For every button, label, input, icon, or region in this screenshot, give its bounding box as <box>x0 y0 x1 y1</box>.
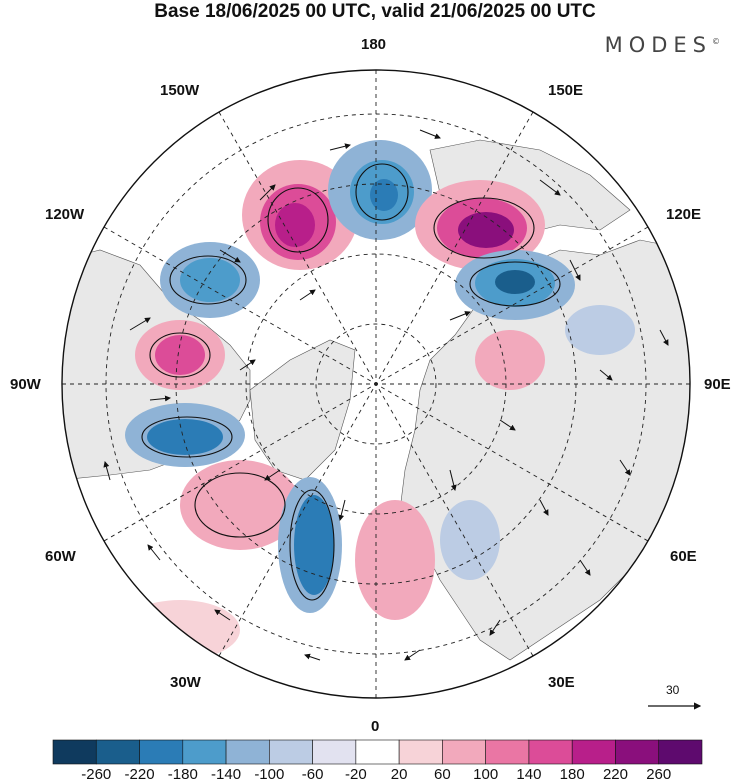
colorbar-swatch <box>485 739 530 765</box>
colorbar-tick-label: 220 <box>602 766 628 783</box>
colorbar-tick-label: 140 <box>516 766 542 783</box>
colorbar <box>52 739 703 765</box>
colorbar-swatch <box>182 739 227 765</box>
lon-label-30e: 30E <box>548 674 575 691</box>
colorbar-swatch <box>658 739 703 765</box>
lon-label-90w: 90W <box>10 376 41 393</box>
colorbar-tick-label: 100 <box>473 766 499 783</box>
colorbar-tick-label: 60 <box>434 766 451 783</box>
colorbar-swatch <box>442 739 486 765</box>
colorbar-swatch <box>528 739 573 765</box>
colorbar-tick-label: 20 <box>390 766 408 783</box>
lon-label-60e: 60E <box>670 548 697 565</box>
colorbar-tick-label: -260 <box>81 766 112 783</box>
lon-label-180: 180 <box>361 36 387 53</box>
colorbar-labels: -260 -220 -180 -140 -100 -60 -20 20 60 100 140 180 2… <box>0 766 750 783</box>
brand-logo: MODES© <box>605 33 720 57</box>
brand-mark: © <box>712 37 720 46</box>
colorbar-tick-label: -20 <box>345 766 367 783</box>
map-disk <box>62 70 690 698</box>
colorbar-swatch <box>225 739 270 765</box>
lon-label-60w: 60W <box>45 548 76 565</box>
colorbar-swatch <box>139 739 184 765</box>
height-contours <box>141 163 561 601</box>
colorbar-swatch <box>52 739 97 765</box>
colorbar-tick-label: -60 <box>301 766 324 783</box>
colorbar-tick-label: -180 <box>167 766 198 783</box>
lon-label-30w: 30W <box>170 674 201 691</box>
colorbar-tick-label: 180 <box>559 766 585 783</box>
landmass-greenland <box>249 339 356 481</box>
lon-label-120w: 120W <box>45 206 85 223</box>
lon-label-120e: 120E <box>666 206 702 223</box>
lon-label-90e: 90E <box>704 376 731 393</box>
colorbar-swatch <box>269 739 313 765</box>
colorbar-tick-label: -140 <box>211 766 242 783</box>
lon-label-150w: 150W <box>160 82 200 99</box>
reference-vector-label: 30 <box>666 683 680 697</box>
colorbar-tick-label: -100 <box>254 766 285 783</box>
wind-vectors <box>103 129 669 661</box>
colorbar-swatch <box>398 739 443 765</box>
colorbar-swatch <box>95 739 140 765</box>
lon-label-0: 0 <box>371 718 380 735</box>
brand-name: MODES <box>604 33 712 57</box>
colorbar-swatch <box>312 739 357 765</box>
colorbar-tick-label: 260 <box>646 766 672 783</box>
colorbar-swatch <box>571 739 616 765</box>
lon-label-150e: 150E <box>548 82 584 99</box>
colorbar-tick-label: -220 <box>124 766 155 783</box>
map-boundary <box>61 69 691 699</box>
colorbar-swatch <box>615 739 660 765</box>
graticule <box>62 70 690 698</box>
map-title: Base 18/06/2025 00 UTC, valid 21/06/2025… <box>154 1 596 22</box>
colorbar-swatch <box>355 739 400 765</box>
